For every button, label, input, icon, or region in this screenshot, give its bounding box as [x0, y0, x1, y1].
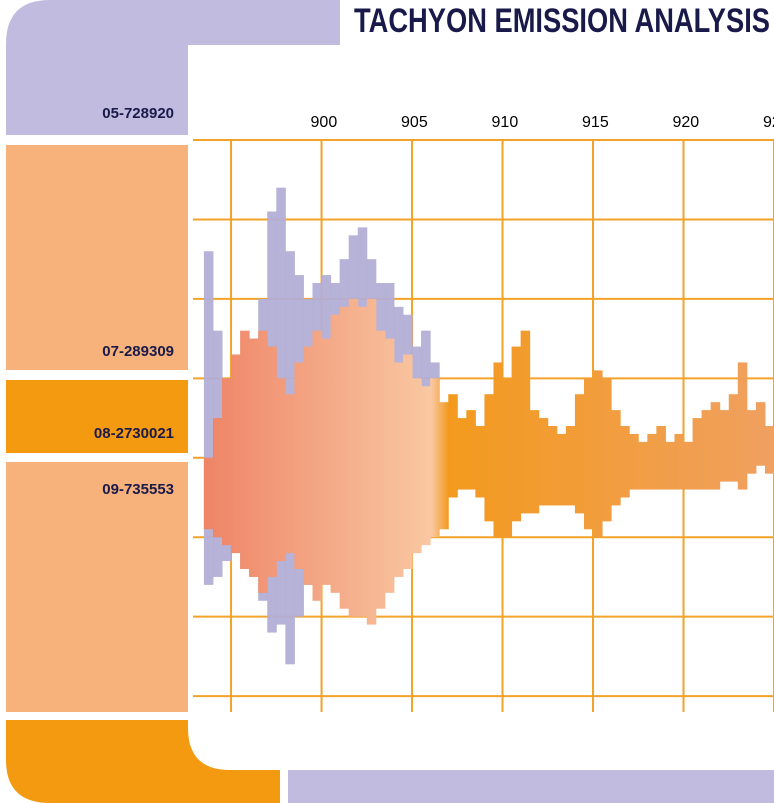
wave-bar [737, 362, 748, 490]
wave-bar [448, 394, 458, 498]
bottom-frame [6, 720, 280, 803]
wave-bar [755, 402, 766, 466]
wave-bar [602, 378, 612, 522]
wave-bar [701, 410, 712, 490]
wave-bar [285, 394, 295, 554]
side-block [6, 380, 188, 453]
wave-bar [240, 330, 250, 569]
wave-bar [402, 354, 413, 569]
wave-bar [276, 378, 286, 562]
title-bg [348, 0, 774, 45]
side-label: 07-289309 [102, 343, 174, 360]
x-tick-label: 925 [763, 114, 774, 131]
wave-bar [303, 346, 313, 585]
x-tick-label: 915 [582, 114, 609, 131]
wave-bar [710, 402, 721, 490]
wave-bar [638, 441, 648, 490]
side-label: 05-728920 [102, 105, 174, 122]
wave-bar [203, 251, 214, 585]
wave-bar [574, 394, 585, 514]
wave-bar [728, 394, 739, 482]
wave-bar [556, 433, 567, 506]
wave-bar [321, 338, 332, 585]
wave-bar [683, 441, 694, 490]
waveform [203, 187, 774, 665]
wave-bar [583, 378, 594, 530]
wave-bar [565, 426, 576, 506]
wave-bar [593, 370, 603, 538]
wave-bar [439, 402, 449, 530]
wave-bar [412, 378, 422, 554]
wave-bar [674, 433, 685, 490]
title: TACHYON EMISSION ANALYSIS [354, 2, 770, 40]
x-tick-label: 900 [311, 114, 338, 131]
wave-bar [764, 426, 774, 474]
wave-bar [511, 346, 522, 522]
wave-bar [538, 418, 549, 506]
wave-bar [222, 378, 232, 546]
wave-bar [520, 330, 531, 514]
wave-bar [529, 410, 540, 514]
wave-bar [547, 426, 558, 506]
wave-bar [393, 362, 404, 577]
side-block [6, 462, 188, 712]
wave-bar [620, 426, 630, 498]
wave-bar [430, 378, 440, 538]
wave-bar [611, 410, 621, 506]
wave-bar [339, 306, 350, 609]
top-frame [6, 0, 340, 135]
wave-bar [629, 433, 639, 490]
side-label: 08-2730021 [94, 425, 174, 442]
wave-bar [203, 457, 214, 530]
side-block [6, 145, 188, 370]
x-tick-label: 910 [492, 114, 519, 131]
wave-bar [665, 441, 675, 490]
x-tick-label: 905 [401, 114, 428, 131]
x-ticks: 900 905 910 915 920 925 [311, 114, 774, 131]
wave-bar [231, 354, 241, 554]
bottom-bar [288, 770, 774, 803]
wave-bar [457, 418, 467, 490]
wave-bar [384, 338, 395, 593]
wave-bar [294, 362, 304, 569]
wave-bar [484, 394, 494, 522]
wave-bar [656, 426, 666, 490]
wave-bar [267, 346, 277, 577]
wave-bar [746, 410, 757, 474]
wave-bar [258, 330, 268, 593]
wave-bar [475, 426, 485, 498]
wave-bar [312, 330, 323, 601]
side-label: 09-735553 [102, 481, 174, 498]
wave-bar [357, 306, 368, 617]
wave-bar [421, 386, 431, 546]
wave-bar [502, 378, 513, 538]
wave-bar [348, 298, 359, 617]
wave-bar [493, 362, 504, 538]
wave-bar [466, 410, 476, 490]
wave-bar [249, 338, 259, 577]
x-tick-label: 920 [673, 114, 700, 131]
wave-bar [375, 330, 386, 609]
wave-bar [366, 298, 377, 625]
wave-bar [212, 418, 223, 538]
wave-bar [719, 410, 730, 482]
wave-bar [647, 433, 657, 490]
wave-bar [330, 314, 341, 593]
wave-bar [692, 418, 703, 490]
